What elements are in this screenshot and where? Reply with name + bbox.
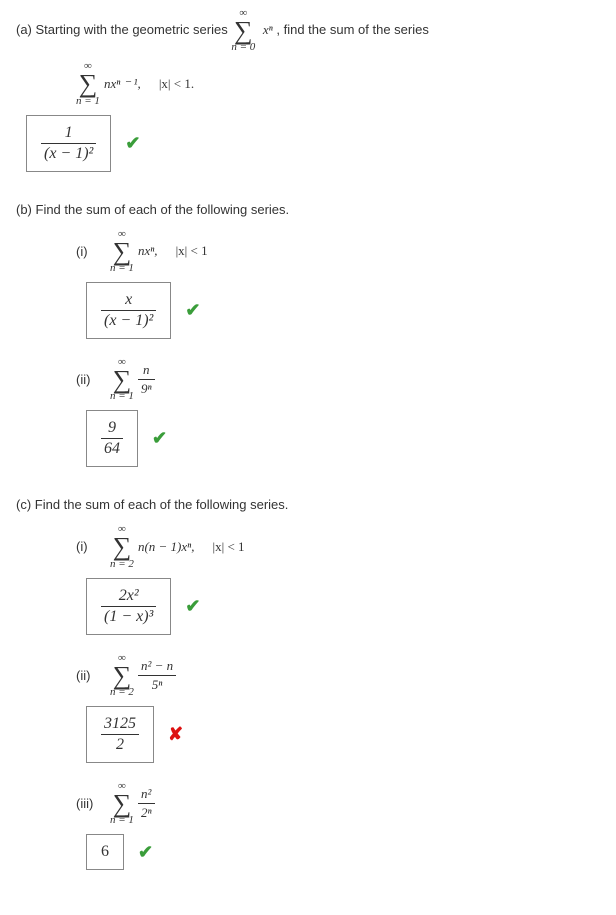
answer-input[interactable]: 2x² (1 − x)³ xyxy=(86,578,171,635)
part-c-prompt: (c) Find the sum of each of the followin… xyxy=(16,495,600,516)
check-icon: ✔ xyxy=(185,300,200,321)
sum-symbol: ∞ ∑ n = 2 xyxy=(110,653,134,698)
series-term: nxⁿ ⁻ ¹, xyxy=(104,76,141,92)
sub-label: (iii) xyxy=(76,796,110,811)
term-frac: n² 2ⁿ xyxy=(138,786,155,821)
sub-label: (ii) xyxy=(76,372,110,387)
geometric-series-sum: ∞ ∑ n = 0 xyxy=(231,8,255,53)
answer-row: 2x² (1 − x)³ ✔ xyxy=(86,578,600,635)
part-c-iii: (iii) ∞ ∑ n = 1 n² 2ⁿ 6 ✔ xyxy=(76,781,600,870)
series-sum: ∞ ∑ n = 1 xyxy=(76,61,100,106)
sum-symbol: ∞ ∑ n = 1 xyxy=(110,357,134,402)
answer-row: 6 ✔ xyxy=(86,834,600,870)
sum-symbol: ∞ ∑ n = 1 xyxy=(110,229,134,274)
check-icon: ✔ xyxy=(185,596,200,617)
term-frac: n² − n 5ⁿ xyxy=(138,658,176,693)
answer-input[interactable]: 9 64 xyxy=(86,410,138,467)
prompt-text-after: , find the sum of the series xyxy=(276,22,428,37)
check-icon: ✔ xyxy=(138,842,153,863)
answer-row: 3125 2 ✘ xyxy=(86,706,600,763)
answer-row: x (x − 1)² ✔ xyxy=(86,282,600,339)
cross-icon: ✘ xyxy=(168,724,183,745)
sub-label: (i) xyxy=(76,244,110,259)
series-cond: |x| < 1. xyxy=(159,76,194,92)
answer-row: 9 64 ✔ xyxy=(86,410,600,467)
sub-label: (ii) xyxy=(76,668,110,683)
part-a-answer-row: 1 (x − 1)² ✔ xyxy=(26,115,600,172)
geom-term: xⁿ xyxy=(263,22,273,37)
part-a-series: ∞ ∑ n = 1 nxⁿ ⁻ ¹, |x| < 1. xyxy=(76,61,600,106)
answer-frac: 1 (x − 1)² xyxy=(41,124,96,163)
part-c: (c) Find the sum of each of the followin… xyxy=(16,495,600,870)
answer-input[interactable]: 1 (x − 1)² xyxy=(26,115,111,172)
term-frac: n 9ⁿ xyxy=(138,362,155,397)
answer-input[interactable]: 3125 2 xyxy=(86,706,154,763)
sum-symbol: ∞ ∑ n = 1 xyxy=(110,781,134,826)
part-a-prompt: (a) Starting with the geometric series ∞… xyxy=(16,8,600,53)
sub-label: (i) xyxy=(76,539,110,554)
part-b-prompt: (b) Find the sum of each of the followin… xyxy=(16,200,600,221)
part-b-i: (i) ∞ ∑ n = 1 nxⁿ, |x| < 1 x (x − 1)² ✔ xyxy=(76,229,600,339)
check-icon: ✔ xyxy=(152,428,167,449)
part-b-ii: (ii) ∞ ∑ n = 1 n 9ⁿ 9 64 ✔ xyxy=(76,357,600,467)
part-c-i: (i) ∞ ∑ n = 2 n(n − 1)xⁿ, |x| < 1 2x² (1… xyxy=(76,524,600,634)
prompt-text-before: (a) Starting with the geometric series xyxy=(16,22,231,37)
part-a: (a) Starting with the geometric series ∞… xyxy=(16,8,600,172)
check-icon: ✔ xyxy=(125,133,140,154)
sum-symbol: ∞ ∑ n = 2 xyxy=(110,524,134,569)
part-b: (b) Find the sum of each of the followin… xyxy=(16,200,600,468)
answer-input[interactable]: x (x − 1)² xyxy=(86,282,171,339)
part-c-ii: (ii) ∞ ∑ n = 2 n² − n 5ⁿ 3125 2 ✘ xyxy=(76,653,600,763)
answer-input[interactable]: 6 xyxy=(86,834,124,870)
